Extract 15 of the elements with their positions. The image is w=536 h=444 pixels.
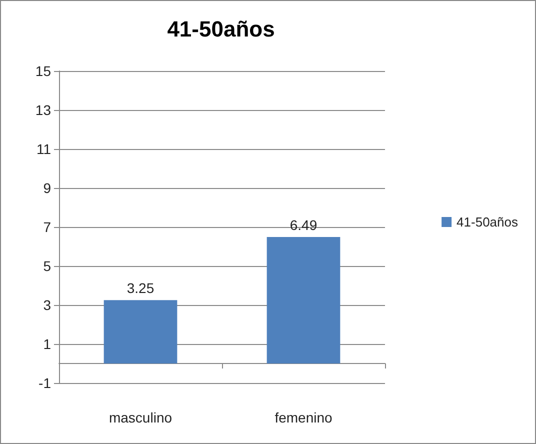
y-tick-label: 3 — [43, 297, 52, 313]
data-label: 6.49 — [290, 216, 318, 233]
x-tick-label: masculino — [108, 410, 172, 426]
data-label: 3.25 — [126, 280, 154, 296]
x-tick-label: femenino — [274, 410, 333, 426]
y-tick-label: -1 — [38, 375, 52, 391]
y-tick-label: 1 — [43, 336, 52, 352]
y-tick-label: 11 — [36, 141, 52, 157]
chart-title: 41-50años — [167, 16, 275, 42]
y-tick-label: 9 — [43, 180, 52, 196]
y-tick-label: 15 — [35, 63, 52, 79]
y-tick-label: 5 — [43, 258, 52, 274]
y-tick-label: 13 — [35, 102, 52, 118]
legend-label: 41-50años — [456, 214, 518, 230]
y-tick-label: 7 — [43, 219, 52, 235]
